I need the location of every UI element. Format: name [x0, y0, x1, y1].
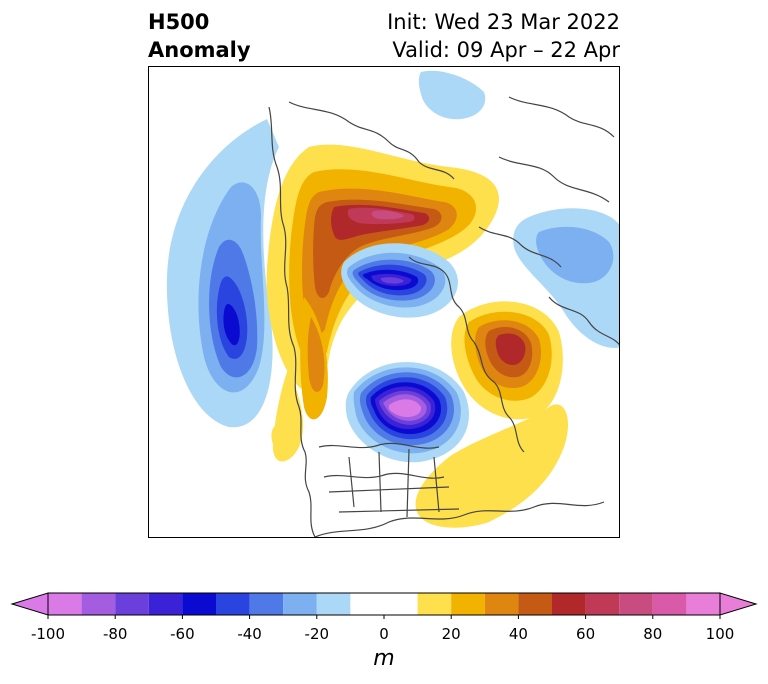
colorbar-bin: [148, 593, 183, 615]
colorbar-tick-label: 80: [643, 625, 663, 643]
colorbar-bin: [552, 593, 586, 615]
title-valid-range: Valid: 09 Apr – 22 Apr: [392, 38, 620, 62]
colorbar-bin: [316, 593, 351, 615]
colorbar-unit-label: m: [373, 646, 395, 671]
europe-trough: [418, 70, 619, 348]
title-anomaly: Anomaly: [148, 38, 251, 62]
coastlines: [268, 96, 619, 537]
colorbar-bin: [417, 593, 452, 615]
colorbar-tick-label: -40: [237, 625, 262, 643]
colorbar-bin: [182, 593, 216, 615]
colorbar-bin: [518, 593, 552, 615]
west-pacific-trough: [166, 119, 279, 428]
north-atlantic-ridge: [451, 301, 563, 420]
colorbar-tick-label: 40: [508, 625, 528, 643]
anomaly-map: [148, 66, 620, 538]
colorbar-bin: [686, 593, 720, 615]
colorbar-bin: [652, 593, 687, 615]
title-h500: H500: [148, 10, 210, 34]
colorbar-tick-label: 100: [705, 625, 735, 643]
colorbar-bin: [249, 593, 284, 615]
colorbar-tick-label: -100: [30, 625, 66, 643]
map-title-left: H500 Anomaly: [148, 8, 251, 64]
colorbar-extend-low: [10, 592, 49, 616]
colorbar-tick-label: -20: [304, 625, 330, 643]
map-title-right: Init: Wed 23 Mar 2022 Valid: 09 Apr – 22…: [387, 8, 620, 64]
colorbar-bin: [216, 593, 250, 615]
colorbar-tick-label: 20: [441, 625, 461, 643]
colorbar-bin: [350, 593, 418, 615]
title-init-date: Init: Wed 23 Mar 2022: [387, 10, 620, 34]
colorbar-tick-label: 60: [576, 625, 596, 643]
southeast-us-ridge: [271, 404, 569, 528]
beaufort-trough: [341, 243, 458, 318]
colorbar-bin: [585, 593, 620, 615]
colorbar-tick-label: -60: [170, 625, 195, 643]
colorbar-bin: [283, 593, 317, 615]
colorbar-bin: [451, 593, 485, 615]
colorbar-bin: [81, 593, 116, 615]
colorbar-bin: [48, 593, 82, 615]
colorbar-tick-label: 0: [379, 625, 389, 643]
colorbar-bin: [484, 593, 519, 615]
colorbar: [10, 592, 758, 619]
colorbar-bin: [619, 593, 653, 615]
central-canada-trough: [345, 362, 469, 463]
map-canvas: [166, 70, 619, 537]
colorbar-bin: [115, 593, 149, 615]
anomaly-fields: [166, 70, 619, 537]
colorbar-extend-high: [719, 592, 758, 616]
colorbar-tick-label: -80: [102, 625, 128, 643]
